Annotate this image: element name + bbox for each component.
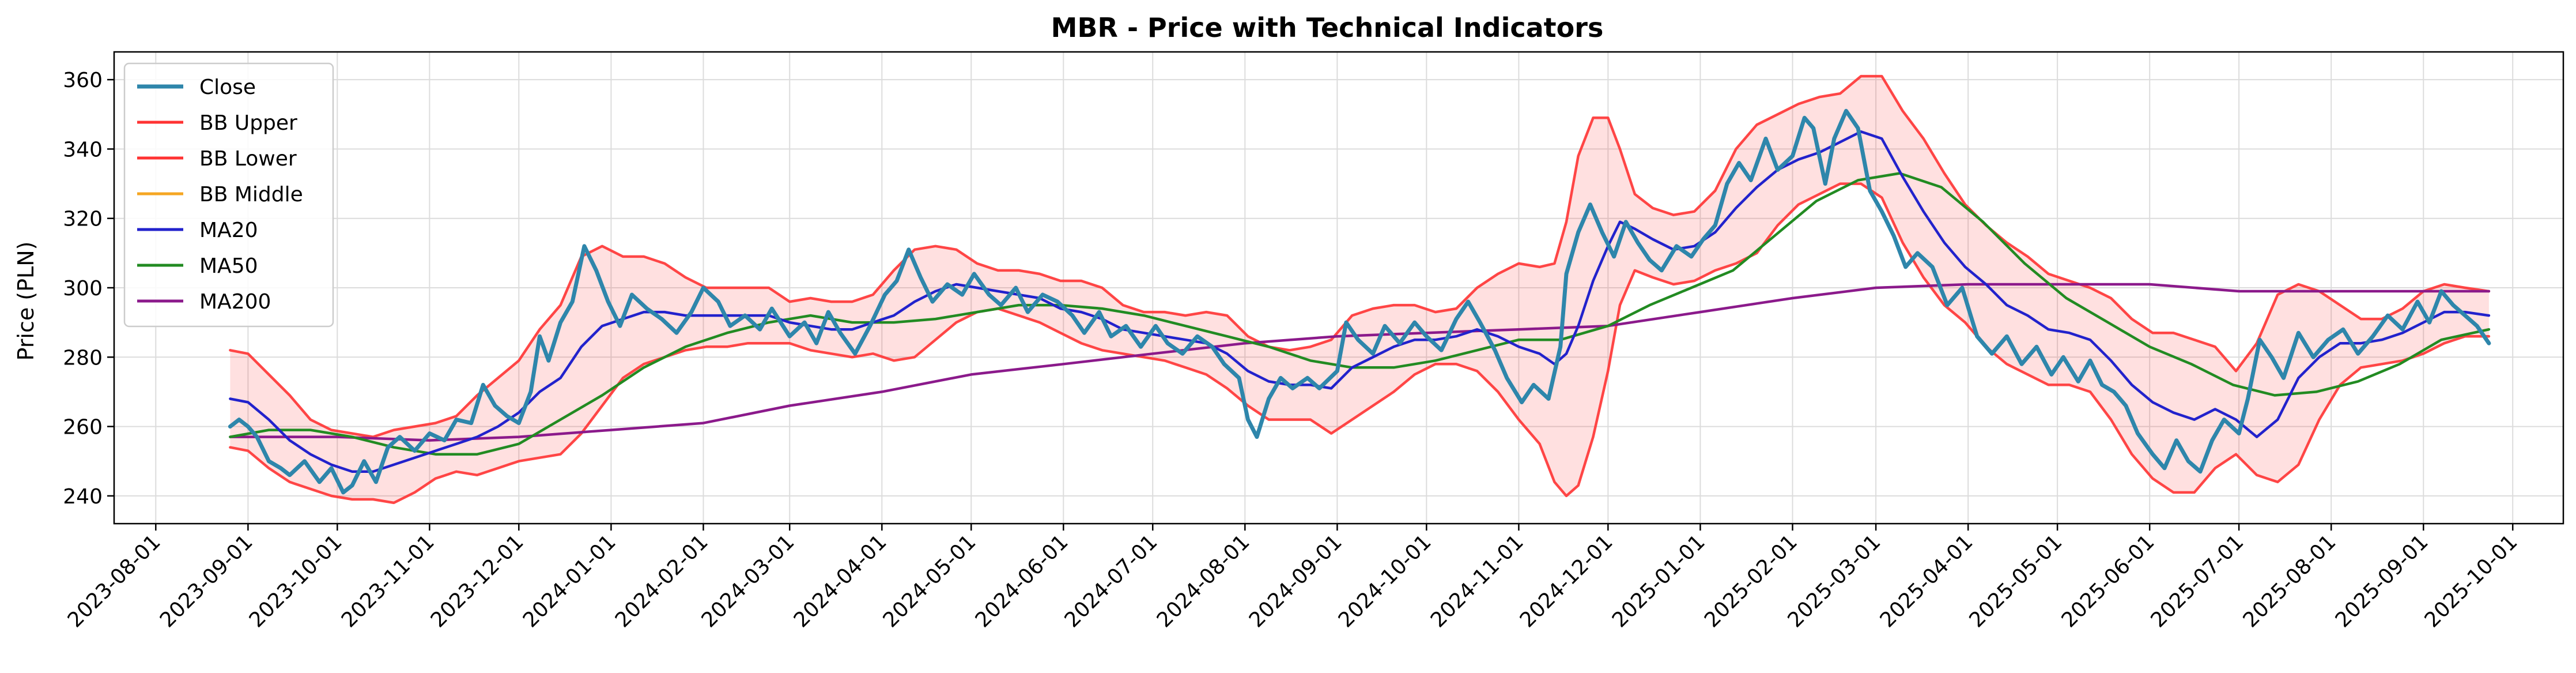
x-tick-label: 2025-09-01 — [2331, 530, 2433, 632]
legend-label: Close — [199, 76, 256, 99]
series-line-bb-upper — [229, 74, 2491, 438]
legend: Close BB Upper BB Lower BB Middle MA20 MA50 MA… — [123, 62, 334, 328]
series-lines — [228, 74, 2491, 505]
x-tick-label: 2024-06-01 — [971, 530, 1073, 632]
x-tick-label: 2025-06-01 — [2057, 530, 2159, 632]
y-tick-label: 240 — [63, 485, 103, 509]
x-tick-label: 2024-09-01 — [1245, 530, 1347, 632]
x-tick-label: 2023-10-01 — [245, 530, 347, 632]
y-tick-label: 340 — [63, 138, 103, 161]
x-tick-label: 2024-01-01 — [519, 530, 621, 632]
legend-label: MA20 — [199, 219, 258, 242]
x-tick-label: 2023-08-01 — [63, 530, 165, 632]
y-tick-label: 260 — [63, 416, 103, 439]
series-line-close — [228, 108, 2491, 495]
legend-label: MA200 — [199, 290, 271, 314]
x-tick-label: 2025-05-01 — [1965, 530, 2067, 632]
x-tick-label: 2025-01-01 — [1608, 530, 1710, 632]
chart-title: MBR - Price with Technical Indicators — [1051, 12, 1604, 43]
x-tick-label: 2024-03-01 — [697, 530, 799, 632]
y-tick-label: 360 — [63, 69, 103, 92]
x-tick-label: 2024-10-01 — [1334, 530, 1436, 632]
x-tick-label: 2024-04-01 — [790, 530, 892, 632]
x-tick-label: 2024-07-01 — [1060, 530, 1162, 632]
legend-box — [123, 62, 334, 328]
y-axis-label: Price (PLN) — [13, 242, 39, 361]
x-tick-label: 2024-11-01 — [1426, 530, 1528, 632]
x-tick-label: 2023-09-01 — [156, 530, 258, 632]
x-tick-label: 2024-08-01 — [1153, 530, 1255, 632]
x-tick-label: 2025-10-01 — [2420, 530, 2522, 632]
x-tick-label: 2023-11-01 — [337, 530, 439, 632]
x-tick-label: 2023-12-01 — [426, 530, 528, 632]
x-tick-label: 2024-05-01 — [879, 530, 981, 632]
series-line-ma20 — [229, 130, 2491, 473]
y-tick-label: 320 — [63, 208, 103, 231]
series-line-bb-lower — [229, 182, 2491, 505]
x-tick-label: 2025-04-01 — [1876, 530, 1978, 632]
legend-label: BB Middle — [199, 183, 303, 206]
legend-label: BB Upper — [199, 111, 297, 135]
legend-label: MA50 — [199, 254, 258, 278]
x-tick-label: 2024-02-01 — [611, 530, 713, 632]
y-tick-label: 280 — [63, 346, 103, 370]
y-tick-label: 300 — [63, 277, 103, 300]
x-tick-label: 2025-08-01 — [2239, 530, 2341, 632]
x-tick-label: 2024-12-01 — [1516, 530, 1618, 632]
x-tick-label: 2025-07-01 — [2147, 530, 2249, 632]
legend-label: BB Lower — [199, 147, 297, 171]
